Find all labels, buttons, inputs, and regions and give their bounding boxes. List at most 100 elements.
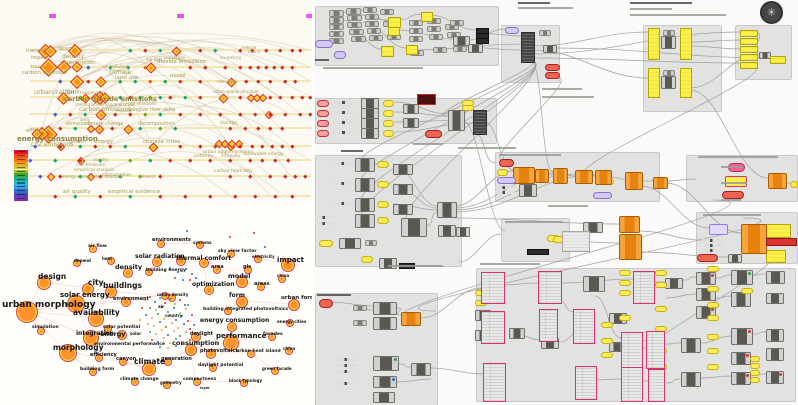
gh-value-chip[interactable]: [383, 120, 394, 127]
gh-param-node[interactable]: [409, 20, 423, 26]
gh-capsule[interactable]: [317, 100, 329, 107]
gh-component[interactable]: [665, 278, 683, 289]
gh-value-chip[interactable]: [790, 181, 798, 188]
gh-data-panel-highlight[interactable]: [483, 363, 506, 402]
gh-param-node[interactable]: [409, 28, 423, 34]
gh-component[interactable]: [438, 225, 456, 237]
gh-ladybug-component[interactable]: [619, 234, 642, 260]
gh-param-node[interactable]: [347, 15, 362, 21]
gh-component[interactable]: [766, 293, 784, 304]
gh-component[interactable]: [401, 218, 427, 237]
gh-component[interactable]: [509, 328, 525, 339]
gh-component[interactable]: [731, 352, 751, 365]
gh-component[interactable]: [403, 104, 419, 114]
gh-component[interactable]: [373, 317, 397, 330]
gh-value-chip[interactable]: [377, 181, 389, 188]
gh-number-slider[interactable]: [333, 101, 357, 104]
gh-panel-list[interactable]: [562, 231, 590, 252]
gh-value-chip[interactable]: [741, 288, 753, 294]
gh-data-panel-highlight[interactable]: [575, 366, 597, 400]
gh-component[interactable]: [681, 338, 701, 353]
gh-param-node[interactable]: [329, 31, 344, 37]
gh-value-chip[interactable]: [707, 334, 719, 340]
gh-param-node[interactable]: [329, 24, 344, 30]
gh-panel-black[interactable]: [527, 249, 549, 255]
gh-capsule[interactable]: [425, 130, 442, 138]
gh-number-slider[interactable]: [495, 186, 515, 189]
gh-panel-maroon[interactable]: [417, 94, 436, 105]
gh-component[interactable]: [661, 36, 676, 49]
gh-panel-yellow[interactable]: [740, 38, 758, 45]
gh-component[interactable]: [519, 184, 537, 197]
gh-number-slider[interactable]: [337, 364, 357, 367]
gh-component[interactable]: [766, 371, 784, 384]
gh-param-node[interactable]: [453, 46, 467, 52]
gh-value-chip[interactable]: [619, 270, 631, 276]
gh-number-slider[interactable]: [702, 239, 723, 242]
gh-component[interactable]: [759, 52, 771, 59]
gh-ladybug-component[interactable]: [553, 168, 568, 184]
gh-ladybug-component[interactable]: [625, 172, 643, 190]
gh-value-chip[interactable]: [707, 302, 719, 308]
gh-value-chip[interactable]: [377, 217, 389, 224]
gh-component[interactable]: [696, 272, 716, 285]
gh-component[interactable]: [731, 270, 753, 285]
gh-value-chip[interactable]: [377, 161, 389, 168]
gh-ladybug-component[interactable]: [619, 216, 640, 233]
gh-component[interactable]: [373, 376, 397, 388]
gh-panel-yellow[interactable]: [381, 46, 394, 57]
gh-ladybug-component[interactable]: [653, 177, 668, 189]
gh-ladybug-component[interactable]: [741, 224, 767, 254]
gh-capsule[interactable]: [319, 299, 333, 308]
gh-param-node[interactable]: [539, 30, 551, 36]
gh-component[interactable]: [766, 329, 784, 342]
gh-number-slider[interactable]: [315, 216, 335, 219]
gh-panel-yellow[interactable]: [406, 45, 418, 55]
gh-data-panel-highlight[interactable]: [538, 271, 562, 304]
gh-value-chip[interactable]: [655, 270, 667, 276]
gh-panel-yellow[interactable]: [766, 224, 791, 238]
gh-data-panel-highlight[interactable]: [573, 309, 595, 344]
gh-component[interactable]: [731, 328, 753, 345]
gh-capsule[interactable]: [317, 120, 329, 127]
gh-panel-yellow[interactable]: [648, 28, 660, 60]
gh-ladybug-component[interactable]: [535, 169, 549, 183]
gh-value-chip[interactable]: [750, 356, 760, 362]
gh-component[interactable]: [373, 392, 395, 403]
gh-component[interactable]: [468, 44, 483, 53]
gh-number-slider[interactable]: [333, 182, 355, 185]
gh-param-node[interactable]: [409, 36, 423, 42]
gh-capsule[interactable]: [545, 64, 560, 71]
gh-value-chip[interactable]: [319, 240, 333, 247]
gh-data-panel-highlight[interactable]: [646, 331, 665, 369]
gh-param-node[interactable]: [346, 8, 361, 15]
gh-panel-yellow[interactable]: [766, 250, 786, 263]
gh-value-chip[interactable]: [707, 266, 719, 272]
gh-data-panel-highlight[interactable]: [539, 309, 558, 342]
gh-component[interactable]: [355, 214, 375, 228]
gh-number-slider[interactable]: [333, 131, 357, 134]
gh-panel-yellow[interactable]: [421, 12, 433, 22]
gh-value-chip[interactable]: [655, 306, 667, 312]
gh-data-panel-highlight[interactable]: [648, 369, 665, 402]
gh-param-node[interactable]: [363, 7, 377, 13]
gh-value-chip[interactable]: [750, 377, 760, 383]
gh-component[interactable]: [373, 302, 397, 315]
gh-param-node[interactable]: [329, 17, 344, 24]
gh-panel-yellow[interactable]: [770, 56, 786, 64]
gh-param-node[interactable]: [433, 47, 447, 53]
gh-capsule[interactable]: [505, 27, 519, 34]
gh-ladybug-component[interactable]: [513, 167, 535, 184]
gh-capsule[interactable]: [334, 51, 346, 59]
gh-number-slider[interactable]: [337, 358, 357, 361]
gh-value-chip[interactable]: [707, 364, 719, 370]
gh-value-chip[interactable]: [601, 352, 613, 358]
grasshopper-canvas[interactable]: ✳: [313, 0, 798, 405]
gh-component[interactable]: [543, 45, 557, 53]
gh-param-node[interactable]: [380, 9, 394, 15]
gh-param-node[interactable]: [351, 36, 366, 42]
gh-component[interactable]: [379, 258, 397, 269]
gh-ladybug-component[interactable]: [401, 312, 421, 326]
gh-panel-dark[interactable]: [521, 32, 535, 63]
gh-value-chip[interactable]: [619, 290, 631, 296]
